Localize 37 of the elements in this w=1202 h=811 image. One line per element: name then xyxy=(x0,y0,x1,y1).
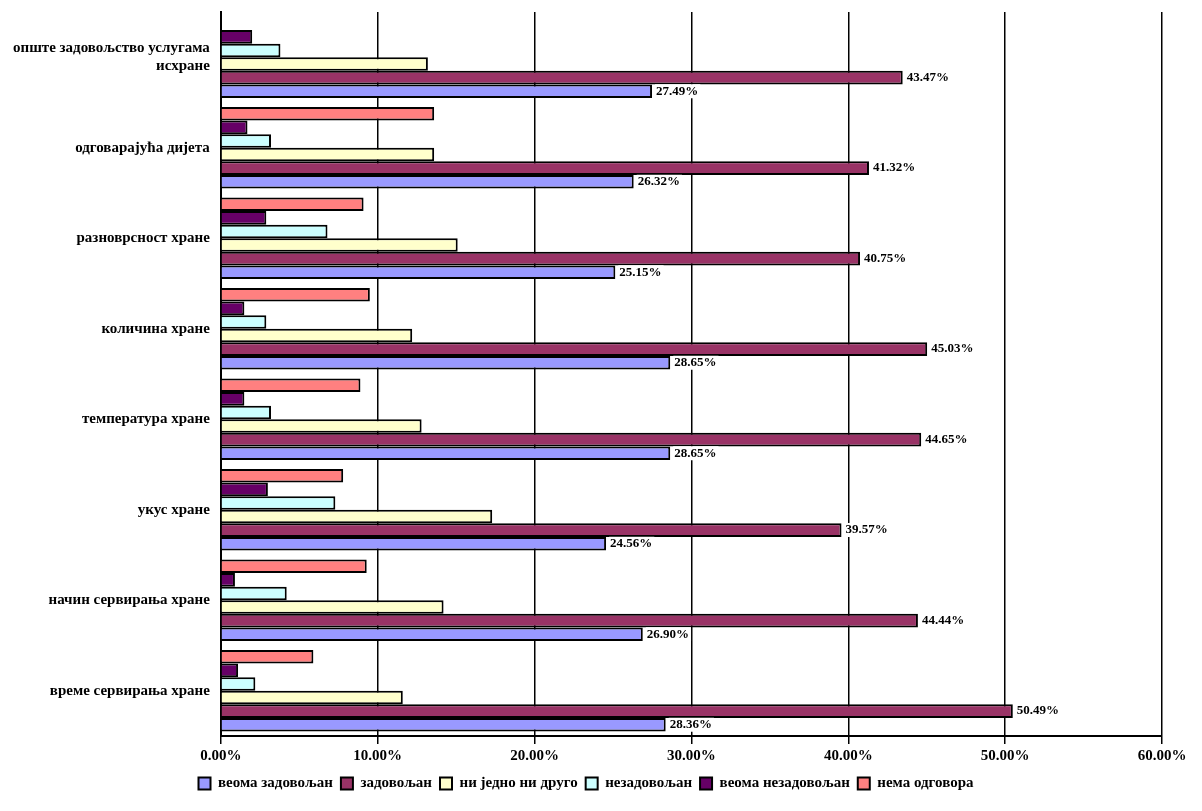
y-tick-label: време сервирања хране xyxy=(49,681,211,698)
data-label: 27.49% xyxy=(656,82,699,98)
x-tick-label: 50.00% xyxy=(980,746,1030,763)
y-tick-label: начин сервирања хране xyxy=(48,591,211,608)
data-label: 44.65% xyxy=(925,430,968,446)
legend-label: незадовољан xyxy=(605,774,693,791)
y-tick-label: разноврсност хране xyxy=(76,229,211,246)
legend-label: нема одговора xyxy=(877,774,974,791)
x-tick-label: 0.00% xyxy=(200,746,242,763)
x-tick-label: 40.00% xyxy=(823,746,873,763)
legend-label: веома задовољан xyxy=(218,774,334,791)
y-tick-label: температура хране xyxy=(81,410,211,427)
legend-label: задовољан xyxy=(360,774,433,791)
y-tick-label: количина хране xyxy=(101,319,211,336)
data-label: 39.57% xyxy=(845,521,888,537)
data-label: 41.32% xyxy=(872,159,916,175)
data-label: 50.49% xyxy=(1016,702,1060,718)
data-label: 26.32% xyxy=(637,173,680,189)
data-label: 28.36% xyxy=(669,716,712,732)
data-label: 28.65% xyxy=(674,444,717,460)
data-label: 24.56% xyxy=(610,535,653,551)
data-label: 43.47% xyxy=(906,68,949,84)
data-label: 40.75% xyxy=(864,249,907,265)
data-label: 26.90% xyxy=(646,625,690,641)
x-tick-label: 60.00% xyxy=(1137,746,1187,763)
y-tick-label: опште задовољство услугама исхране xyxy=(12,39,211,74)
legend-label: ни једно ни друго xyxy=(459,774,578,791)
data-label: 25.15% xyxy=(619,263,662,279)
data-label: 44.44% xyxy=(921,611,965,627)
x-tick-label: 30.00% xyxy=(667,746,716,763)
x-tick-label: 10.00% xyxy=(353,746,403,763)
data-label: 28.65% xyxy=(674,354,717,370)
data-label: 45.03% xyxy=(931,340,974,356)
legend-label: веома незадовољан xyxy=(719,774,851,791)
x-tick-label: 20.00% xyxy=(510,746,559,763)
y-tick-label: одговарајућа дијета xyxy=(75,138,211,155)
y-tick-label: укус хране xyxy=(137,500,211,517)
